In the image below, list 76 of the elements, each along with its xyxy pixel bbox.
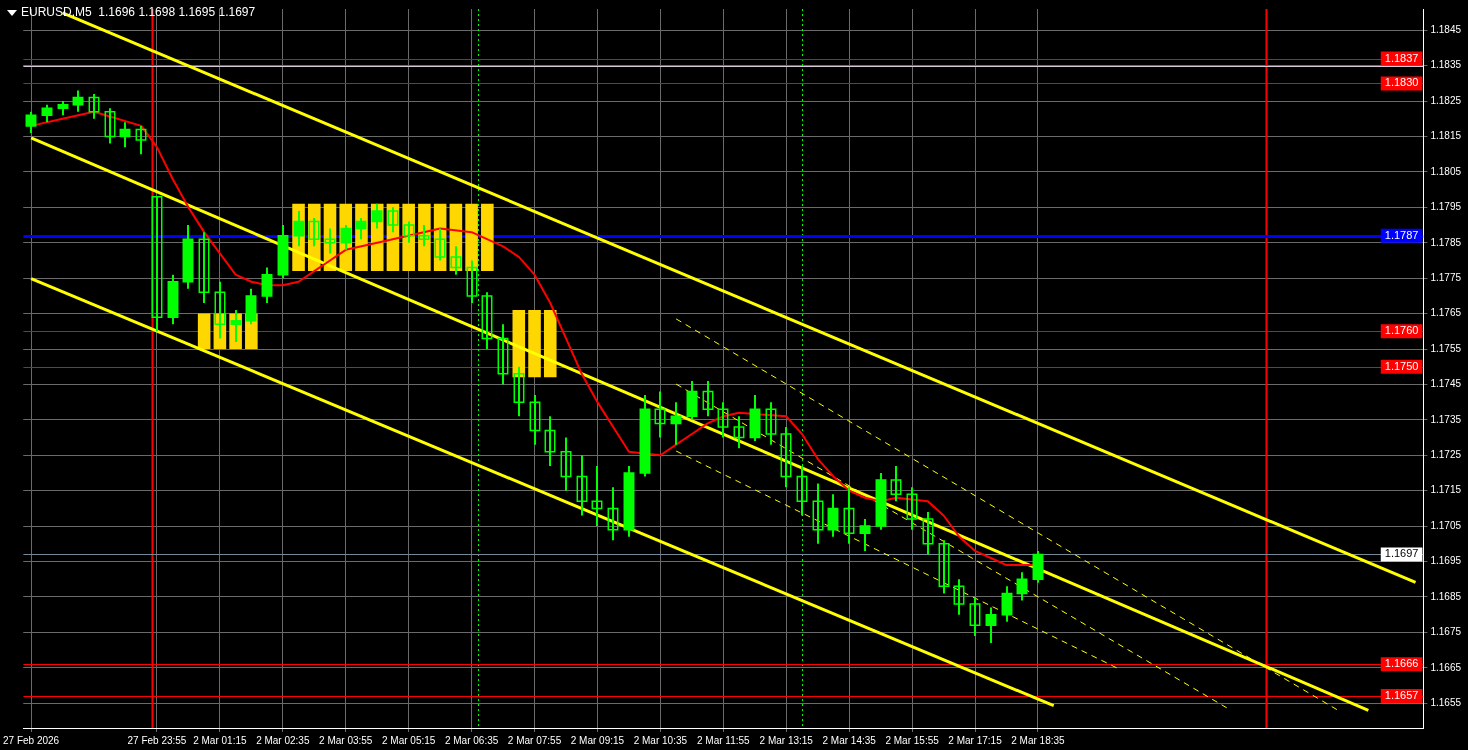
y-tick-label: 1.1675 bbox=[1430, 626, 1462, 638]
y-tick-label: 1.1845 bbox=[1430, 24, 1462, 35]
x-tick-label: 2 Mar 13:15 bbox=[759, 734, 814, 746]
candlestick bbox=[890, 464, 902, 503]
candlestick bbox=[733, 415, 745, 450]
candlestick bbox=[969, 595, 981, 637]
x-tick-label: 2 Mar 03:55 bbox=[319, 734, 373, 746]
y-tick-label: 1.1795 bbox=[1430, 201, 1462, 213]
candlestick bbox=[607, 486, 619, 542]
y-tick-label: 1.1705 bbox=[1430, 519, 1462, 531]
x-tick-label: 2 Mar 10:35 bbox=[633, 734, 688, 746]
ref-line-label: 1.1837 bbox=[1384, 51, 1419, 64]
candlestick bbox=[843, 486, 855, 545]
x-tick-label: 2 Mar 05:15 bbox=[381, 734, 436, 746]
ref-line-label: 1.1666 bbox=[1384, 657, 1419, 670]
candlestick bbox=[922, 510, 934, 556]
bar bbox=[528, 310, 541, 378]
x-tick-label: 2 Mar 11:55 bbox=[697, 734, 751, 746]
candlestick bbox=[198, 231, 210, 304]
x-tick-label: 2 Mar 01:15 bbox=[193, 734, 247, 746]
candlestick bbox=[591, 464, 603, 528]
y-tick-label: 1.1775 bbox=[1430, 271, 1462, 283]
y-tick-label: 1.1815 bbox=[1430, 130, 1462, 142]
bar bbox=[465, 203, 478, 272]
x-tick-label: 27 Feb 2026 bbox=[3, 734, 60, 746]
candlestick bbox=[544, 415, 556, 467]
ref-line-label: 1.1657 bbox=[1384, 689, 1419, 702]
y-tick-label: 1.1745 bbox=[1430, 378, 1462, 390]
candlestick bbox=[151, 195, 163, 333]
y-tick-label: 1.1735 bbox=[1430, 413, 1462, 425]
ref-line-label: 1.1697 bbox=[1384, 547, 1419, 560]
x-tick-label: 2 Mar 18:35 bbox=[1011, 734, 1066, 746]
y-tick-label: 1.1655 bbox=[1430, 696, 1462, 708]
y-tick-label: 1.1695 bbox=[1430, 555, 1462, 567]
y-tick-label: 1.1755 bbox=[1430, 342, 1462, 354]
candlestick bbox=[906, 486, 918, 531]
y-tick-label: 1.1805 bbox=[1430, 165, 1462, 177]
candlestick bbox=[135, 124, 147, 156]
candlestick bbox=[953, 578, 965, 616]
bar bbox=[197, 313, 211, 350]
candlestick bbox=[529, 394, 541, 446]
x-tick-label: 2 Mar 17:15 bbox=[948, 734, 1003, 746]
candlestick bbox=[938, 539, 950, 595]
candlestick bbox=[812, 482, 824, 545]
candlestick bbox=[717, 401, 729, 439]
candlestick bbox=[481, 291, 493, 351]
y-tick-label: 1.1835 bbox=[1430, 59, 1462, 71]
candlestick bbox=[104, 107, 116, 145]
candlestick bbox=[702, 379, 714, 418]
candlestick bbox=[560, 436, 572, 492]
y-tick-label: 1.1665 bbox=[1430, 661, 1462, 673]
y-tick-label: 1.1685 bbox=[1430, 590, 1462, 602]
x-tick-label: 2 Mar 06:35 bbox=[444, 734, 499, 746]
candlestick bbox=[765, 401, 777, 446]
x-tick-label: 2 Mar 15:55 bbox=[885, 734, 940, 746]
y-tick-label: 1.1785 bbox=[1430, 236, 1462, 248]
y-tick-label: 1.1765 bbox=[1430, 307, 1462, 319]
candlestick bbox=[654, 390, 666, 439]
y-tick-label: 1.1725 bbox=[1430, 449, 1462, 461]
x-tick-label: 2 Mar 14:35 bbox=[822, 734, 877, 746]
candlestick bbox=[576, 454, 588, 517]
ref-line-label: 1.1760 bbox=[1384, 324, 1419, 337]
candlestick bbox=[88, 93, 100, 120]
x-tick-label: 2 Mar 02:35 bbox=[256, 734, 310, 746]
ref-line-label: 1.1787 bbox=[1384, 228, 1419, 241]
ref-line-label: 1.1830 bbox=[1384, 76, 1419, 89]
x-tick-label: 2 Mar 09:15 bbox=[570, 734, 625, 746]
bar bbox=[481, 203, 494, 272]
y-tick-label: 1.1825 bbox=[1430, 94, 1462, 106]
x-tick-label: 27 Feb 23:55 bbox=[127, 734, 187, 746]
y-tick-label: 1.1715 bbox=[1430, 484, 1462, 496]
x-tick-label: 2 Mar 07:55 bbox=[507, 734, 562, 746]
candlestick bbox=[497, 323, 509, 386]
ref-line-label: 1.1750 bbox=[1384, 359, 1419, 372]
candlestick bbox=[780, 425, 792, 489]
bar bbox=[543, 310, 557, 378]
